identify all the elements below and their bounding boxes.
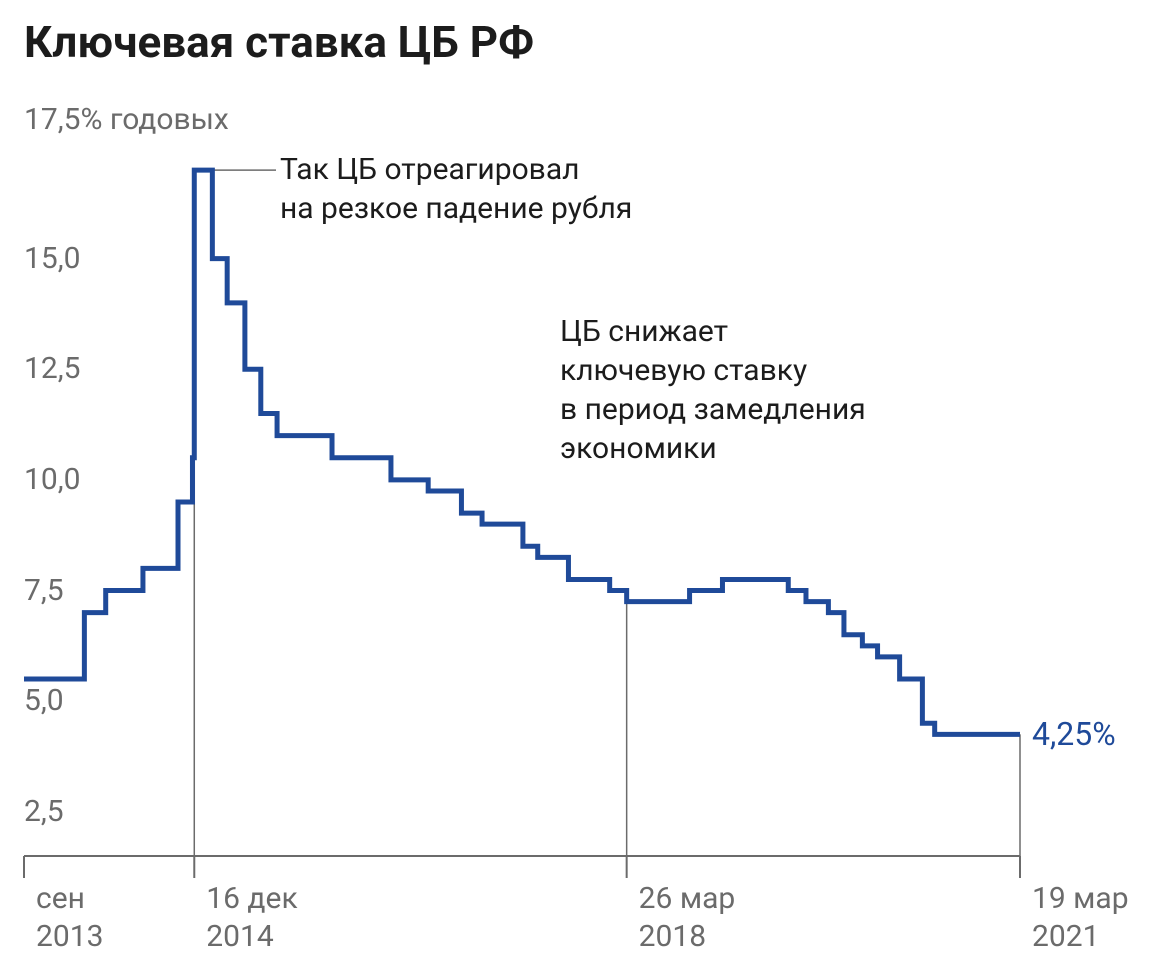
keyrate-line (24, 170, 1020, 734)
keyrate-chart: Ключевая ставка ЦБ РФ 17,5% годовых 4,25… (0, 0, 1160, 968)
x-tick-label: сен 2013 (36, 880, 103, 955)
y-tick-label: 10,0 (24, 462, 80, 497)
chart-annotation: Так ЦБ отреагировал на резкое падение ру… (280, 150, 632, 228)
x-tick-label: 19 мар 2021 (1032, 880, 1129, 955)
x-tick-label: 16 дек 2014 (206, 880, 297, 955)
y-tick-label: 5,0 (24, 683, 64, 718)
y-tick-label: 15,0 (24, 241, 80, 276)
y-tick-label: 7,5 (24, 573, 64, 608)
chart-annotation: ЦБ снижает ключевую ставку в период заме… (560, 312, 866, 468)
y-tick-label: 2,5 (24, 794, 64, 829)
plot-svg (0, 0, 1160, 968)
y-tick-label: 12,5 (24, 351, 80, 386)
x-tick-label: 26 мар 2018 (639, 880, 736, 955)
last-value-label: 4,25% (1032, 715, 1116, 753)
